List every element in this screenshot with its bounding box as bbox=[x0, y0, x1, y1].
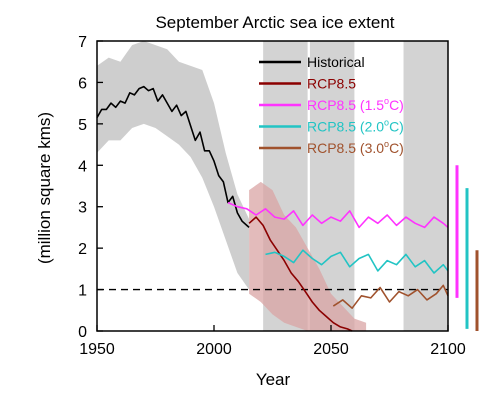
axis-ticks: 1950 2000 2050 2100 0 1 2 3 4 5 6 7 bbox=[78, 34, 466, 358]
y-tick-label-4: 4 bbox=[78, 158, 87, 175]
uncertainty-band-1 bbox=[249, 181, 367, 331]
legend-label-3: RCP8.5 (2.0oC) bbox=[307, 118, 404, 135]
chart-title: September Arctic sea ice extent bbox=[155, 13, 394, 32]
uncertainty-bands bbox=[97, 41, 367, 331]
shaded-periods bbox=[263, 41, 448, 331]
x-axis-label: Year bbox=[256, 370, 291, 389]
y-tick-label-5: 5 bbox=[78, 117, 87, 134]
y-tick-label-3: 3 bbox=[78, 200, 87, 217]
series-lines bbox=[96, 85, 449, 332]
y-tick-label-2: 2 bbox=[78, 241, 87, 258]
x-tick-label-2: 2050 bbox=[313, 341, 349, 358]
uncertainty-band-0 bbox=[97, 41, 250, 290]
y-axis-label: (million square kms) bbox=[35, 112, 54, 264]
series-line-4 bbox=[332, 284, 449, 310]
legend-label-2: RCP8.5 (1.5oC) bbox=[307, 96, 404, 113]
range-bars bbox=[455, 165, 479, 331]
series-line-3 bbox=[265, 249, 449, 274]
x-tick-label-0: 1950 bbox=[79, 341, 115, 358]
legend-label-1: RCP8.5 bbox=[307, 76, 356, 92]
y-tick-label-6: 6 bbox=[78, 75, 87, 92]
plot-frame bbox=[96, 40, 449, 332]
y-tick-label-0: 0 bbox=[78, 324, 87, 341]
x-tick-label-1: 2000 bbox=[196, 341, 232, 358]
series-line-1 bbox=[248, 216, 353, 332]
y-tick-label-7: 7 bbox=[78, 34, 87, 51]
y-tick-label-1: 1 bbox=[78, 283, 87, 300]
series-line-2 bbox=[227, 201, 449, 229]
x-tick-label-3: 2100 bbox=[430, 341, 466, 358]
series-line-0 bbox=[96, 85, 250, 229]
legend: Historical RCP8.5 RCP8.5 (1.5oC) RCP8.5 (2.… bbox=[259, 54, 404, 156]
shaded-period-2 bbox=[403, 41, 448, 331]
legend-label-4: RCP8.5 (3.0oC) bbox=[307, 139, 404, 156]
legend-label-0: Historical bbox=[307, 54, 365, 70]
